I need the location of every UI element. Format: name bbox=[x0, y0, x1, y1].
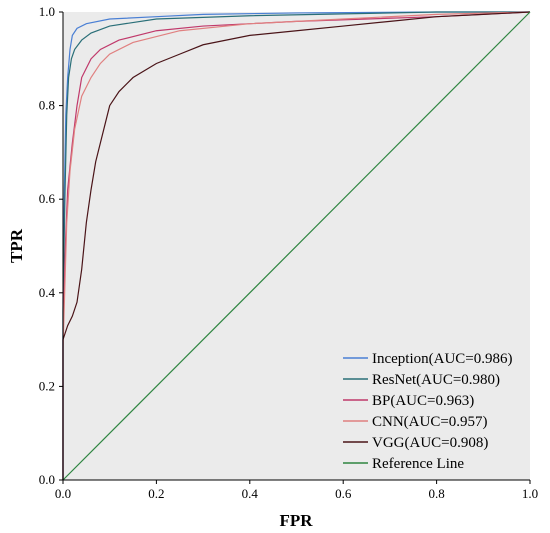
y-axis-title: TPR bbox=[7, 228, 26, 263]
y-tick-label: 0.6 bbox=[39, 191, 56, 206]
x-tick-label: 0.4 bbox=[242, 486, 259, 501]
legend-label-reference-line: Reference Line bbox=[372, 456, 464, 472]
tick-layer: 0.0 0.2 0.4 0.6 0.8 1.0 0.0 0.2 0.4 0.6 0.8 1.0 bbox=[39, 4, 538, 501]
x-tick-label: 0.2 bbox=[148, 486, 164, 501]
y-tick-label: 0.0 bbox=[39, 472, 55, 487]
legend-label-cnn: CNN(AUC=0.957) bbox=[372, 414, 488, 430]
legend-label-bp: BP(AUC=0.963) bbox=[372, 393, 474, 409]
x-tick-label: 0.0 bbox=[55, 486, 71, 501]
legend-label-resnet: ResNet(AUC=0.980) bbox=[372, 372, 500, 388]
series-line-resnet bbox=[62, 11, 530, 480]
x-tick-label: 0.8 bbox=[428, 486, 444, 501]
x-tick-label: 0.6 bbox=[335, 486, 352, 501]
y-tick-label: 0.8 bbox=[39, 98, 55, 113]
y-tick-label: 1.0 bbox=[39, 4, 55, 19]
series-line-cnn bbox=[62, 11, 531, 480]
series-line-reference-line bbox=[62, 11, 531, 481]
series-line-inception bbox=[62, 11, 530, 480]
legend: Inception(AUC=0.986) ResNet(AUC=0.980) BP(… bbox=[343, 351, 513, 472]
series-layer bbox=[62, 11, 531, 481]
x-tick-label: 1.0 bbox=[522, 486, 538, 501]
y-tick-label: 0.2 bbox=[39, 378, 55, 393]
legend-label-inception: Inception(AUC=0.986) bbox=[372, 351, 513, 367]
legend-label-vgg: VGG(AUC=0.908) bbox=[372, 435, 488, 451]
x-axis-title: FPR bbox=[279, 511, 313, 530]
series-line-vgg bbox=[62, 11, 531, 480]
y-tick-label: 0.4 bbox=[39, 285, 56, 300]
